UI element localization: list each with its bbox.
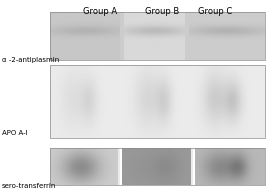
- Bar: [50, 12, 265, 60]
- Text: Group C: Group C: [198, 7, 232, 16]
- Text: α -2-antiplasmin: α -2-antiplasmin: [2, 57, 59, 63]
- Text: APO A-I: APO A-I: [2, 130, 28, 136]
- Bar: [50, 148, 265, 185]
- Text: Group B: Group B: [145, 7, 179, 16]
- Text: Group A: Group A: [83, 7, 117, 16]
- Bar: [50, 65, 265, 138]
- Text: sero-transferrin: sero-transferrin: [2, 183, 56, 189]
